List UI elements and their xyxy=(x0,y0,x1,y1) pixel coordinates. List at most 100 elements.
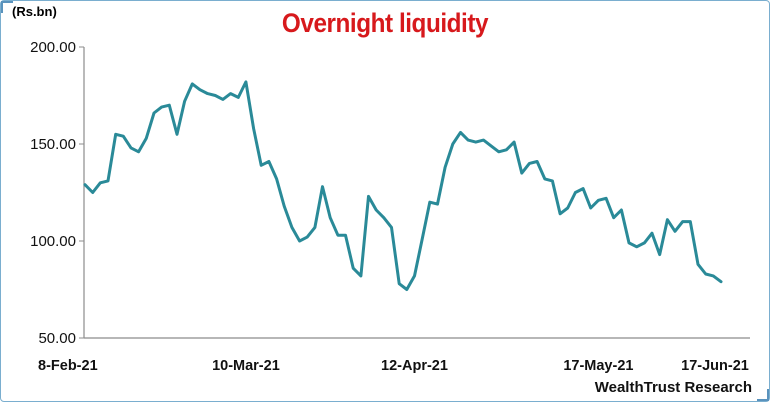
data-point xyxy=(482,138,485,142)
data-point xyxy=(398,282,401,285)
data-point xyxy=(336,234,340,237)
data-point xyxy=(597,199,600,202)
data-point xyxy=(459,131,462,134)
data-point xyxy=(696,263,700,266)
data-point xyxy=(421,237,424,241)
x-tick-label: 8-Feb-21 xyxy=(38,358,98,374)
data-point xyxy=(367,195,370,198)
data-point xyxy=(581,187,585,190)
data-point xyxy=(375,208,378,212)
data-point xyxy=(574,191,577,194)
data-point xyxy=(191,82,194,86)
data-point xyxy=(489,144,493,148)
data-point xyxy=(252,127,255,130)
data-point xyxy=(214,94,217,97)
data-point xyxy=(689,220,692,223)
axes xyxy=(83,47,750,339)
data-point xyxy=(298,239,301,243)
data-point xyxy=(168,104,171,107)
data-point xyxy=(627,241,631,245)
x-tick-label: 12-Apr-21 xyxy=(381,358,448,374)
y-tick-label: 200.00 xyxy=(30,39,76,56)
data-point xyxy=(612,216,615,219)
data-point xyxy=(198,88,202,91)
data-point xyxy=(466,138,470,142)
data-point xyxy=(543,177,546,181)
data-point xyxy=(267,160,271,163)
data-point xyxy=(650,232,654,235)
series-layer xyxy=(83,80,723,291)
data-point xyxy=(566,206,569,210)
data-point xyxy=(359,274,363,278)
data-point xyxy=(558,212,562,215)
frame-corner-accent xyxy=(1,1,13,13)
series-line xyxy=(83,80,723,291)
data-point xyxy=(681,220,684,223)
data-point xyxy=(152,111,156,115)
data-point xyxy=(306,235,309,239)
y-tick-labels: 50.00 100.00 150.00 200.00 xyxy=(30,39,84,347)
data-point xyxy=(329,216,332,219)
data-point xyxy=(428,201,431,204)
data-point xyxy=(673,230,677,233)
data-point xyxy=(290,226,294,229)
data-point xyxy=(91,191,94,194)
data-point xyxy=(344,234,347,237)
data-point xyxy=(535,160,539,163)
data-point xyxy=(635,245,638,248)
data-point xyxy=(206,92,209,95)
data-point xyxy=(99,181,102,184)
data-point xyxy=(520,171,523,175)
data-point xyxy=(183,100,186,103)
data-point xyxy=(122,135,125,138)
data-point xyxy=(275,177,278,181)
data-point xyxy=(704,272,707,276)
data-point xyxy=(620,208,623,212)
data-point xyxy=(604,197,608,200)
x-tick-label: 17-May-21 xyxy=(563,358,633,374)
x-tick-label: 10-Mar-21 xyxy=(212,358,280,374)
data-point xyxy=(528,162,531,165)
data-point xyxy=(505,148,508,151)
data-point xyxy=(643,241,646,245)
data-point xyxy=(137,150,140,153)
data-point xyxy=(451,142,454,146)
data-point xyxy=(666,218,669,221)
data-point xyxy=(512,140,516,144)
data-point xyxy=(436,202,439,206)
data-point xyxy=(229,92,232,95)
data-point xyxy=(321,185,324,188)
chart-title: Overnight liquidity xyxy=(281,8,489,38)
data-point xyxy=(237,96,240,99)
data-point xyxy=(712,274,715,278)
data-point xyxy=(474,140,477,144)
data-point xyxy=(413,274,416,278)
y-axis-label: (Rs.bn) xyxy=(12,4,57,19)
data-point xyxy=(145,137,148,140)
data-point xyxy=(244,80,248,84)
x-tick-labels: 8-Feb-21 10-Mar-21 12-Apr-21 17-May-21 17-Ju… xyxy=(38,358,749,374)
data-point xyxy=(390,226,393,229)
data-point xyxy=(382,216,385,219)
data-point xyxy=(175,133,179,136)
x-tick-label: 17-Jun-21 xyxy=(681,358,749,374)
data-point xyxy=(443,166,447,169)
data-point xyxy=(260,164,263,167)
data-point xyxy=(160,105,163,109)
frame-corner-accent xyxy=(757,389,769,401)
y-tick-label: 150.00 xyxy=(30,136,76,153)
data-point xyxy=(405,288,408,291)
data-point xyxy=(83,183,87,186)
data-point xyxy=(129,146,133,150)
data-point xyxy=(313,226,317,229)
data-point xyxy=(283,204,286,208)
data-point xyxy=(589,206,592,210)
data-point xyxy=(106,179,110,183)
data-point xyxy=(114,133,117,136)
y-tick-label: 100.00 xyxy=(30,233,76,250)
data-point xyxy=(497,150,500,153)
data-point xyxy=(221,98,225,101)
source-credit: WealthTrust Research xyxy=(594,379,752,396)
